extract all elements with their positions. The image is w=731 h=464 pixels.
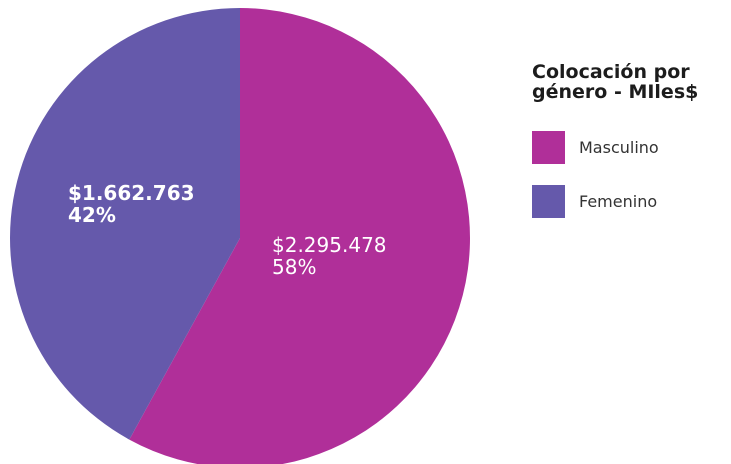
pie-slice-femenino: [10, 8, 241, 440]
slice-value-label-masculino: $2.295.478: [272, 233, 387, 257]
legend-item-femenino: Femenino: [532, 184, 727, 218]
chart-title: Colocación por género - MIles$: [532, 62, 727, 102]
legend-swatch-masculino: [532, 130, 565, 164]
legend: Colocación por género - MIles$ Masculino…: [532, 62, 727, 238]
legend-label-masculino: Masculino: [579, 137, 659, 157]
legend-swatch-femenino: [532, 184, 565, 218]
legend-item-masculino: Masculino: [532, 130, 727, 164]
chart-title-line-1: Colocación por: [532, 61, 690, 83]
slice-percent-label-masculino: 58%: [272, 255, 316, 279]
slice-value-label-femenino: $1.662.763: [68, 181, 195, 205]
chart-title-line-2: género - MIles$: [532, 81, 699, 103]
legend-label-femenino: Femenino: [579, 191, 658, 211]
slice-percent-label-femenino: 42%: [68, 203, 116, 227]
pie-slices: [10, 8, 470, 464]
pie-slice-masculino: [129, 8, 470, 464]
